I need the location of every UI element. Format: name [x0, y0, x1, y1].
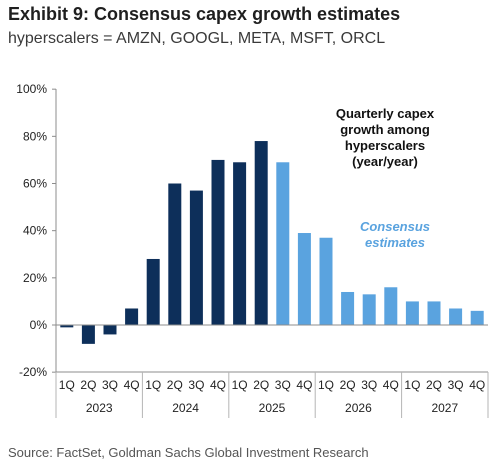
y-tick-label: 80%: [23, 129, 47, 143]
annotation-main-line-4: (year/year): [352, 154, 418, 169]
bar: [341, 291, 355, 325]
quarter-label: 3Q: [102, 378, 118, 392]
axis-lines: [52, 88, 489, 418]
quarter-label: 4Q: [210, 378, 226, 392]
quarter-label: 1Q: [404, 378, 420, 392]
annotation-main-line-2: growth among: [340, 122, 430, 137]
bar: [276, 162, 290, 325]
bar: [319, 237, 333, 325]
quarter-label: 3Q: [361, 378, 377, 392]
quarter-label: 2Q: [80, 378, 96, 392]
annotation-estimate-line-2: estimates: [365, 235, 425, 250]
y-tick-label: 20%: [23, 271, 47, 285]
bar: [384, 287, 398, 325]
bar: [168, 183, 182, 325]
year-label: 2026: [345, 401, 372, 415]
bar: [254, 141, 268, 325]
y-tick-label: 60%: [23, 177, 47, 191]
bar-chart: -20%0%20%40%60%80%100% 1Q 2Q 3Q 4Q 1Q 2Q 3Q 4Q 1…: [16, 82, 489, 418]
bar: [189, 190, 203, 325]
year-label: 2027: [431, 401, 458, 415]
y-tick-label: -20%: [19, 365, 47, 379]
bar: [103, 325, 117, 335]
quarter-label: 4Q: [296, 378, 312, 392]
year-label: 2023: [86, 401, 113, 415]
quarter-label: 4Q: [124, 378, 140, 392]
y-tick-label: 40%: [23, 224, 47, 238]
bar: [125, 308, 139, 325]
y-tick-label: 100%: [16, 82, 47, 96]
bar: [449, 308, 463, 325]
y-axis: -20% 0% 20% 40% 60% 80% 100%: [16, 82, 47, 379]
y-tick-label: 0%: [30, 318, 48, 332]
bar: [81, 325, 95, 344]
chart-title: Exhibit 9: Consensus capex growth estima…: [8, 4, 401, 24]
quarter-label: 2Q: [253, 378, 269, 392]
source-note: Source: FactSet, Goldman Sachs Global In…: [8, 445, 369, 460]
quarter-label: 2Q: [426, 378, 442, 392]
bar: [405, 301, 419, 325]
year-label: 2024: [172, 401, 199, 415]
quarter-label: 3Q: [448, 378, 464, 392]
annotation-estimate-line-1: Consensus: [360, 219, 430, 234]
bar: [427, 301, 441, 325]
quarter-label: 4Q: [469, 378, 485, 392]
bar: [211, 159, 225, 325]
bar: [362, 294, 376, 325]
annotation-main-line-1: Quarterly capex: [336, 106, 435, 121]
bar: [297, 233, 311, 325]
quarter-label: 1Q: [318, 378, 334, 392]
quarter-label: 1Q: [145, 378, 161, 392]
chart-subtitle: hyperscalers = AMZN, GOOGL, META, MSFT, …: [8, 30, 386, 47]
bar: [470, 310, 484, 325]
year-label: 2025: [259, 401, 286, 415]
quarter-label: 3Q: [275, 378, 291, 392]
bar: [60, 325, 74, 328]
quarter-label: 1Q: [59, 378, 75, 392]
bar: [233, 162, 247, 325]
bars: [60, 141, 484, 344]
x-axis: 1Q 2Q 3Q 4Q 1Q 2Q 3Q 4Q 1Q 2Q 3Q 4Q 1Q 2Q 3Q 4Q 1Q 2Q 3Q 4Q…: [59, 378, 485, 415]
annotation-main-line-3: hyperscalers: [345, 138, 425, 153]
quarter-label: 3Q: [188, 378, 204, 392]
bar: [146, 258, 160, 325]
quarter-label: 1Q: [232, 378, 248, 392]
quarter-label: 2Q: [340, 378, 356, 392]
quarter-label: 4Q: [383, 378, 399, 392]
quarter-label: 2Q: [167, 378, 183, 392]
annotations: Quarterly capex growth among hyperscaler…: [336, 106, 435, 250]
